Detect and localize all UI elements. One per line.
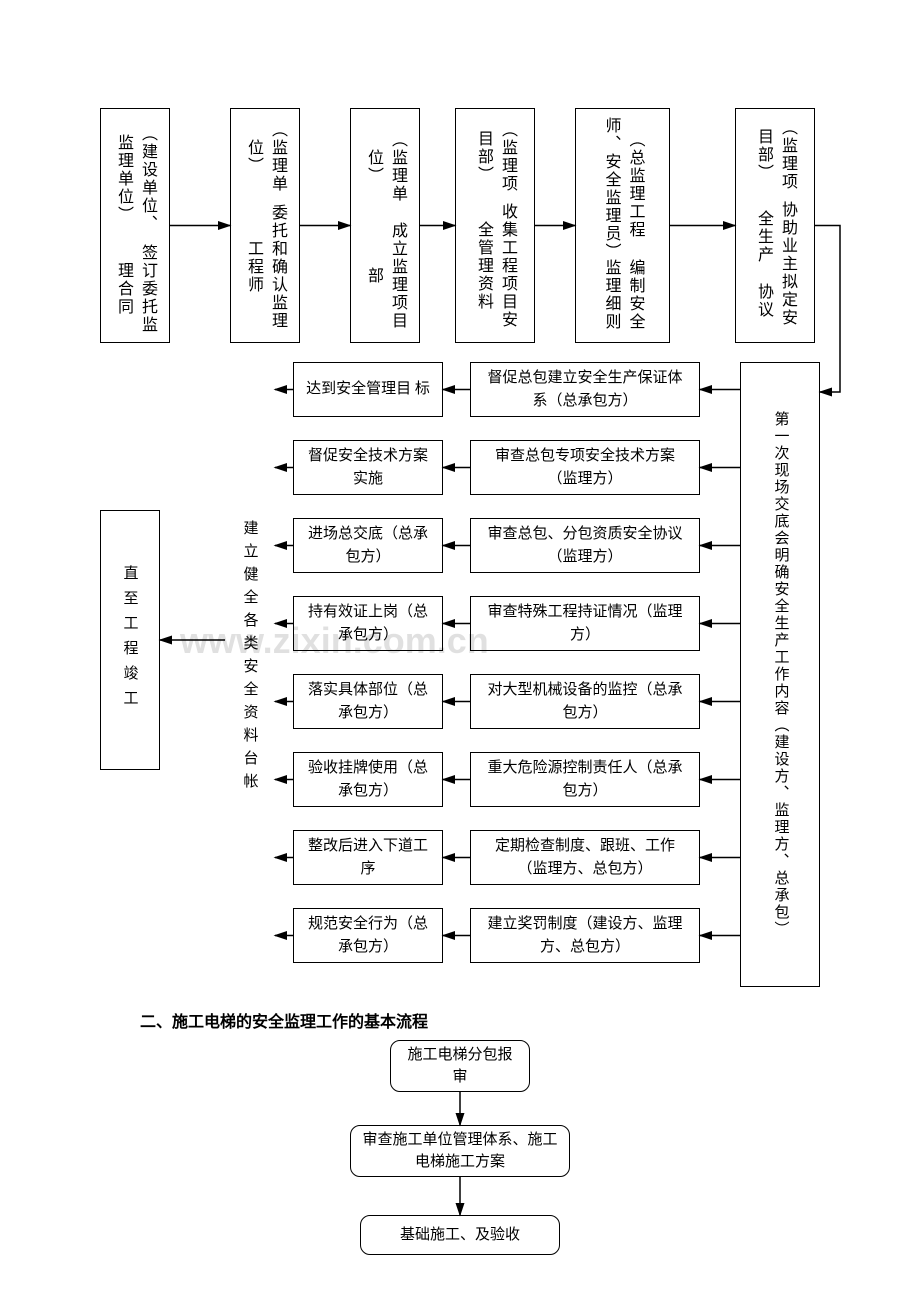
pair-right-7: 建立奖罚制度（建设方、监理方、总包方）	[470, 908, 700, 963]
left-col-1: 直至工程竣工	[100, 510, 160, 770]
pair-left-4: 落实具体部位（总承包方）	[293, 674, 443, 729]
pair-left-0: 达到安全管理目 标	[293, 362, 443, 417]
pair-right-0: 督促总包建立安全生产保证体系（总承包方）	[470, 362, 700, 417]
pair-right-5: 重大危险源控制责任人（总承包方）	[470, 752, 700, 807]
bottom-flow-2: 基础施工、及验收	[360, 1215, 560, 1255]
pair-right-4: 对大型机械设备的监控（总承包方）	[470, 674, 700, 729]
pair-left-7: 规范安全行为（总承包方）	[293, 908, 443, 963]
pair-right-1: 审查总包专项安全技术方案（监理方）	[470, 440, 700, 495]
pair-right-2: 审查总包、分包资质安全协议（监理方）	[470, 518, 700, 573]
section-2-title: 二、施工电梯的安全监理工作的基本流程	[140, 1008, 428, 1032]
top-box-t4: 收集工程项目安全管理资料（监理项目部）	[455, 108, 535, 343]
pair-right-6: 定期检查制度、跟班、工作（监理方、总包方）	[470, 830, 700, 885]
bottom-flow-1: 审查施工单位管理体系、施工电梯施工方案	[350, 1125, 570, 1177]
pair-left-2: 进场总交底（总承包方）	[293, 518, 443, 573]
top-box-t3: 成立监理项目部（监理单位）	[350, 108, 420, 343]
top-box-t5: 编制安全监理细则（总监理工程师、安全监理员）	[575, 108, 670, 343]
right-tall-box: 第一次现场交底会明确安全生产工作内容（建设方、监理方、总承包）	[740, 362, 820, 987]
pair-right-3: 审查特殊工程持证情况（监理方）	[470, 596, 700, 651]
pair-left-1: 督促安全技术方案实施	[293, 440, 443, 495]
top-box-t6: 协助业主拟定安全生产 协议（监理项目部）	[735, 108, 815, 343]
pair-left-5: 验收挂牌使用（总承包方）	[293, 752, 443, 807]
top-box-t2: 委托和确认监理工程师（监理单位）	[230, 108, 300, 343]
pair-left-6: 整改后进入下道工序	[293, 830, 443, 885]
pair-left-3: 持有效证上岗（总承包方）	[293, 596, 443, 651]
left-col-2: 建立健全各类安全资料台帐	[225, 420, 275, 895]
bottom-flow-0: 施工电梯分包报审	[390, 1040, 530, 1092]
top-box-t1: 签订委托监理合同（建设单位、监理单位）	[100, 108, 170, 343]
